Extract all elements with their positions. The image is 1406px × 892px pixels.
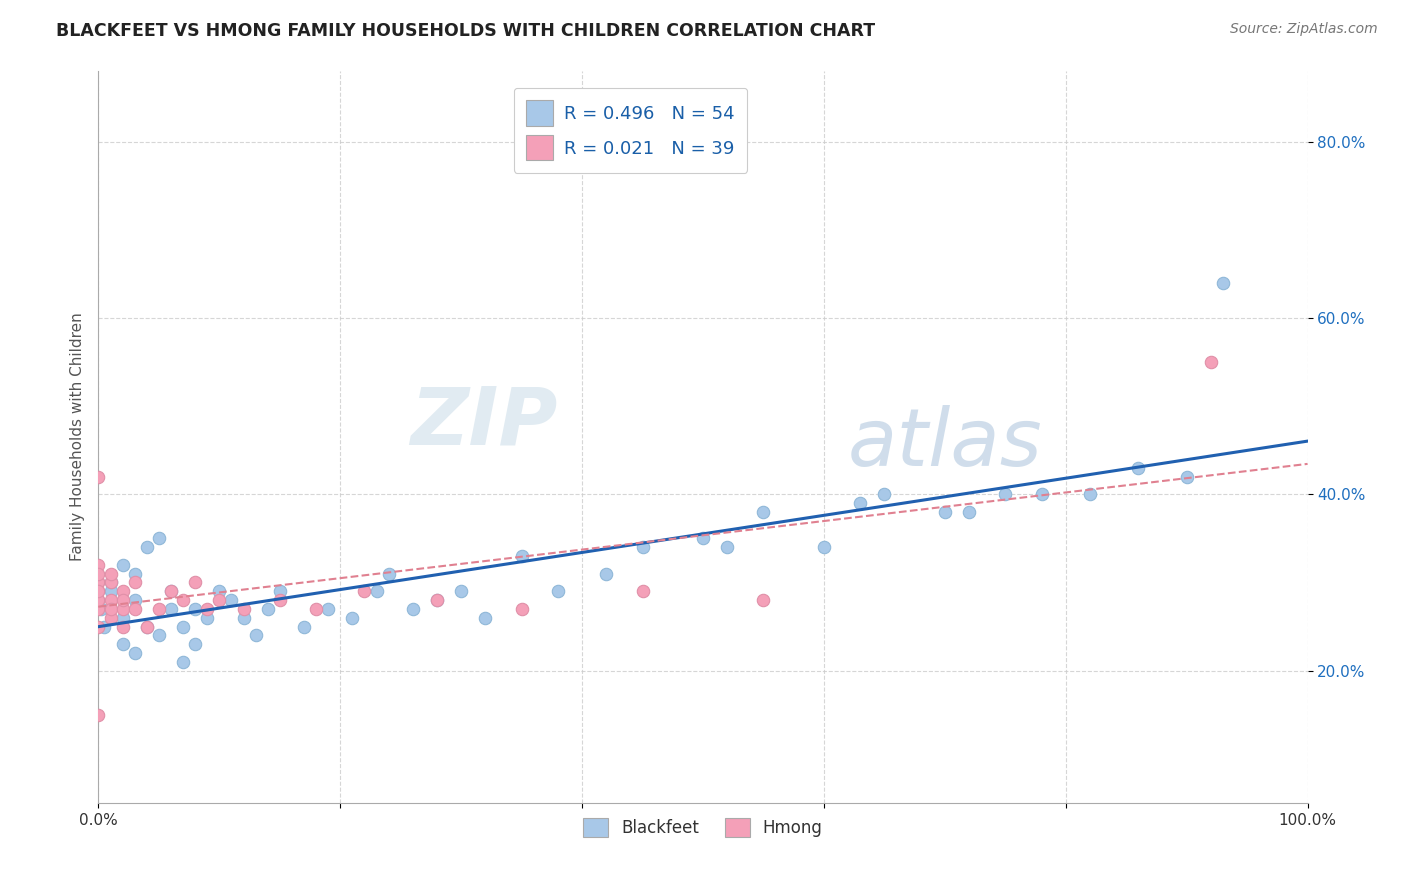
Point [93, 619, 115, 633]
Point [316, 602, 339, 616]
Point [377, 566, 399, 581]
Point [547, 584, 569, 599]
Point [221, 593, 243, 607]
Point [135, 540, 157, 554]
Point [87, 707, 110, 722]
Point [111, 619, 134, 633]
Point [256, 602, 278, 616]
Point [160, 584, 183, 599]
Point [111, 584, 134, 599]
Point [716, 540, 738, 554]
Point [292, 619, 315, 633]
Point [100, 584, 122, 599]
Point [148, 602, 170, 616]
Point [160, 584, 183, 599]
Point [208, 584, 231, 599]
Point [426, 593, 449, 607]
Point [752, 505, 775, 519]
Point [135, 619, 157, 633]
Point [172, 655, 194, 669]
Point [450, 584, 472, 599]
Point [111, 602, 134, 616]
Point [342, 611, 364, 625]
Point [957, 505, 980, 519]
Point [1175, 469, 1198, 483]
Point [87, 619, 110, 633]
Point [1199, 355, 1222, 369]
Text: BLACKFEET VS HMONG FAMILY HOUSEHOLDS WITH CHILDREN CORRELATION CHART: BLACKFEET VS HMONG FAMILY HOUSEHOLDS WIT… [56, 22, 876, 40]
Point [692, 532, 714, 546]
Point [100, 575, 122, 590]
Point [124, 575, 146, 590]
Point [87, 575, 110, 590]
Point [87, 469, 110, 483]
Point [111, 637, 134, 651]
Point [87, 584, 110, 599]
Point [100, 602, 122, 616]
Point [87, 593, 110, 607]
Point [752, 593, 775, 607]
Point [849, 496, 872, 510]
Point [87, 575, 110, 590]
Point [111, 593, 134, 607]
Point [124, 646, 146, 660]
Point [366, 584, 388, 599]
Point [124, 602, 146, 616]
Point [184, 575, 207, 590]
Point [426, 593, 449, 607]
Point [1031, 487, 1053, 501]
Point [111, 611, 134, 625]
Y-axis label: Family Households with Children: Family Households with Children [69, 313, 84, 561]
Point [1078, 487, 1101, 501]
Legend: Blackfeet, Hmong: Blackfeet, Hmong [575, 810, 831, 846]
Point [160, 602, 183, 616]
Point [124, 566, 146, 581]
Point [208, 593, 231, 607]
Point [148, 628, 170, 642]
Point [232, 611, 254, 625]
Point [1212, 276, 1234, 290]
Point [631, 584, 654, 599]
Point [87, 593, 110, 607]
Point [269, 593, 291, 607]
Point [100, 611, 122, 625]
Point [184, 602, 207, 616]
Point [87, 584, 110, 599]
Point [934, 505, 956, 519]
Point [813, 540, 835, 554]
Point [172, 593, 194, 607]
Point [124, 593, 146, 607]
Point [595, 566, 617, 581]
Point [1128, 461, 1150, 475]
Point [148, 532, 170, 546]
Point [135, 619, 157, 633]
Point [353, 584, 375, 599]
Point [90, 602, 112, 616]
Point [269, 584, 291, 599]
Point [87, 602, 110, 616]
Point [305, 602, 328, 616]
Point [87, 566, 110, 581]
Point [474, 611, 496, 625]
Point [402, 602, 425, 616]
Point [510, 549, 533, 563]
Point [510, 602, 533, 616]
Point [184, 637, 207, 651]
Point [195, 602, 218, 616]
Point [111, 558, 134, 572]
Point [172, 619, 194, 633]
Text: atlas: atlas [848, 405, 1043, 483]
Point [100, 575, 122, 590]
Point [873, 487, 896, 501]
Point [245, 628, 267, 642]
Point [100, 566, 122, 581]
Point [100, 593, 122, 607]
Point [994, 487, 1017, 501]
Text: ZIP: ZIP [411, 384, 558, 461]
Point [87, 558, 110, 572]
Point [195, 611, 218, 625]
Text: Source: ZipAtlas.com: Source: ZipAtlas.com [1230, 22, 1378, 37]
Point [232, 602, 254, 616]
Point [631, 540, 654, 554]
